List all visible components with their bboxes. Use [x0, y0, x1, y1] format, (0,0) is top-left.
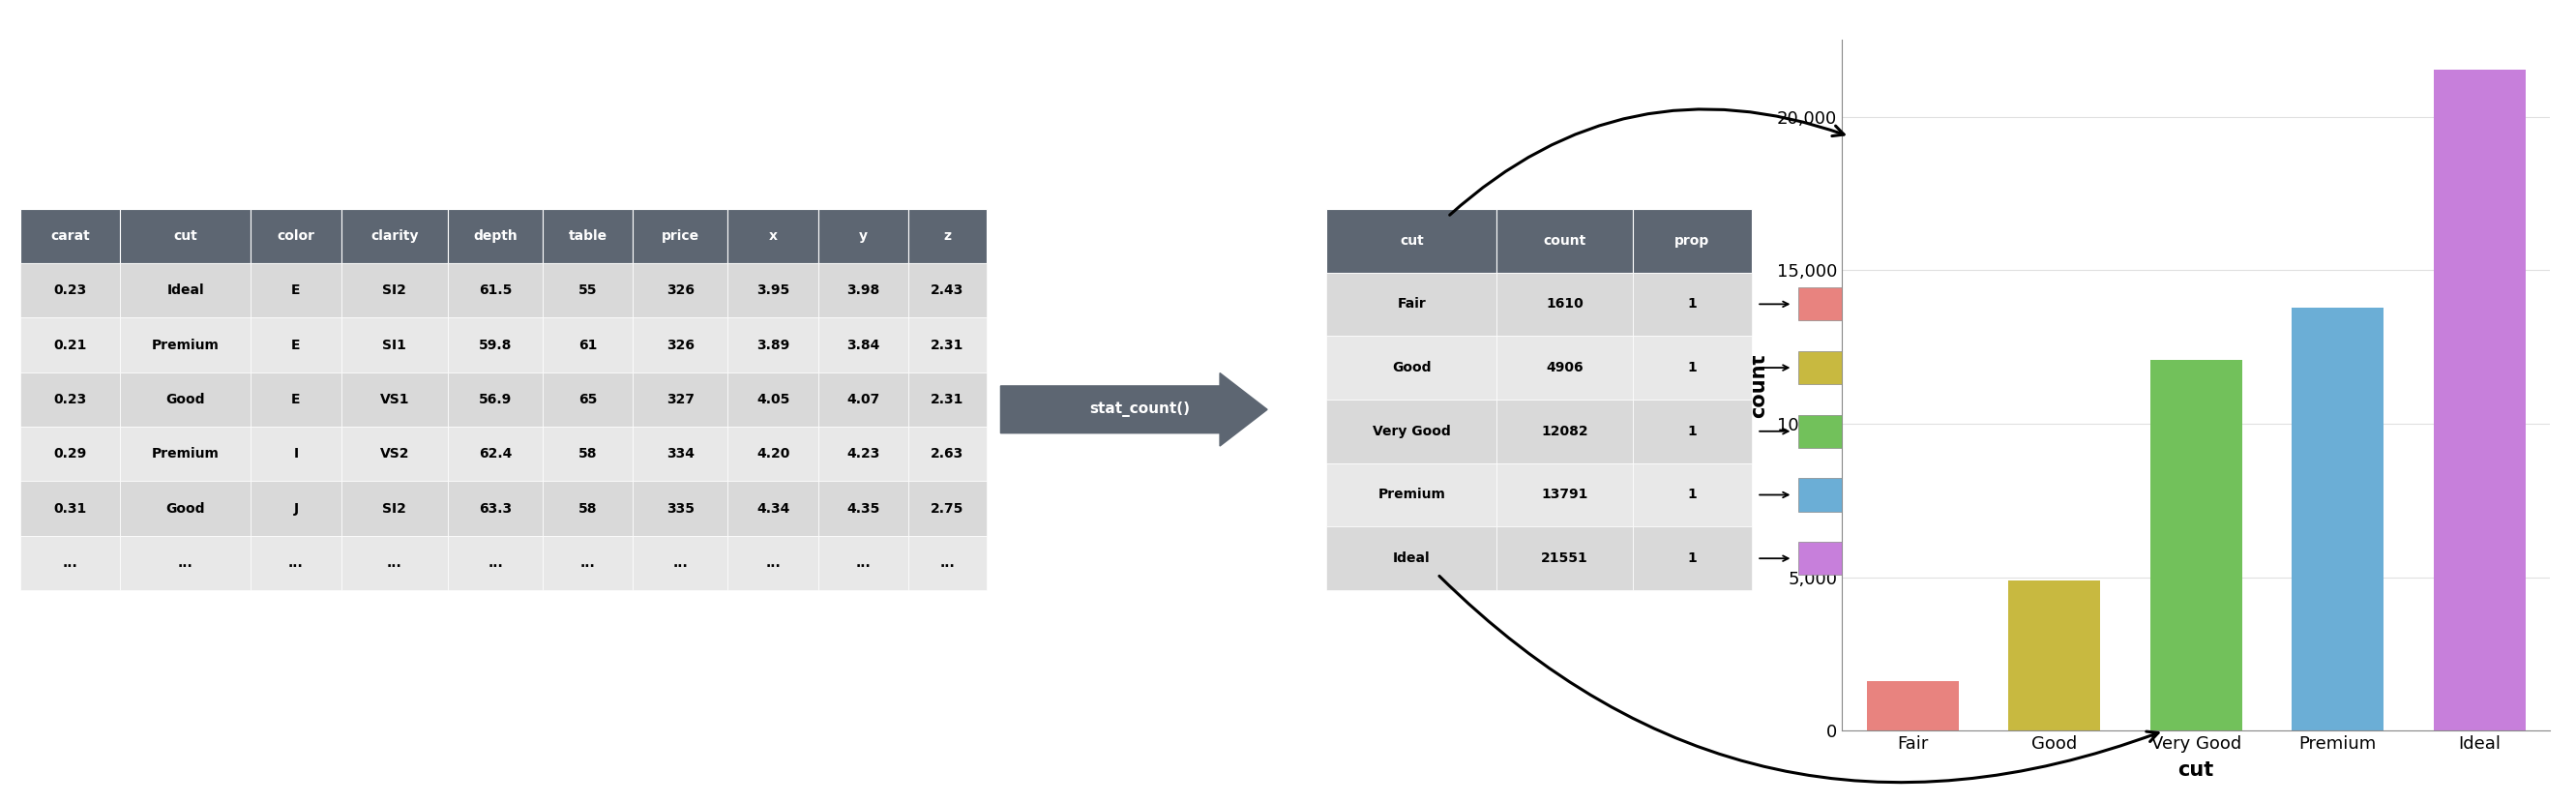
- Text: 1610: 1610: [1546, 297, 1584, 311]
- Text: 326: 326: [667, 338, 696, 352]
- Text: depth: depth: [474, 229, 518, 243]
- Text: 12082: 12082: [1540, 425, 1589, 438]
- Text: ...: ...: [178, 556, 193, 570]
- Text: 4.35: 4.35: [848, 502, 881, 516]
- Text: 3.84: 3.84: [848, 338, 881, 352]
- FancyArrow shape: [999, 373, 1267, 446]
- Text: 2.75: 2.75: [930, 502, 963, 516]
- Text: 0.21: 0.21: [54, 338, 88, 352]
- Text: 59.8: 59.8: [479, 338, 513, 352]
- Text: 1: 1: [1687, 488, 1698, 502]
- Text: VS2: VS2: [379, 447, 410, 461]
- Text: 327: 327: [667, 393, 696, 406]
- Text: 3.95: 3.95: [757, 283, 791, 297]
- Text: ...: ...: [580, 556, 595, 570]
- Text: x: x: [768, 229, 778, 243]
- Text: 65: 65: [580, 393, 598, 406]
- Text: Good: Good: [165, 502, 206, 516]
- Text: 0.29: 0.29: [54, 447, 88, 461]
- Text: z: z: [943, 229, 951, 243]
- Text: 58: 58: [580, 502, 598, 516]
- Text: Ideal: Ideal: [1394, 552, 1430, 565]
- Text: clarity: clarity: [371, 229, 417, 243]
- Text: 62.4: 62.4: [479, 447, 513, 461]
- Text: E: E: [291, 338, 301, 352]
- Text: 3.89: 3.89: [757, 338, 791, 352]
- Text: 3.98: 3.98: [848, 283, 881, 297]
- Text: 0.23: 0.23: [54, 393, 88, 406]
- Text: price: price: [662, 229, 698, 243]
- Text: 56.9: 56.9: [479, 393, 513, 406]
- Text: 2.31: 2.31: [930, 338, 963, 352]
- Text: Premium: Premium: [152, 447, 219, 461]
- Text: y: y: [858, 229, 868, 243]
- Text: ...: ...: [289, 556, 304, 570]
- Text: 1: 1: [1687, 425, 1698, 438]
- Text: 2.31: 2.31: [930, 393, 963, 406]
- Text: cut: cut: [1399, 234, 1425, 247]
- Text: 334: 334: [667, 447, 696, 461]
- Bar: [2293, 308, 2383, 731]
- Bar: [1868, 681, 1958, 731]
- Text: 0.23: 0.23: [54, 283, 88, 297]
- Text: 1: 1: [1687, 297, 1698, 311]
- Text: 63.3: 63.3: [479, 502, 513, 516]
- Text: table: table: [569, 229, 608, 243]
- Text: Premium: Premium: [152, 338, 219, 352]
- Text: 326: 326: [667, 283, 696, 297]
- Text: ...: ...: [62, 556, 77, 570]
- Text: 13791: 13791: [1540, 488, 1587, 502]
- Bar: [2009, 580, 2099, 731]
- Text: E: E: [291, 283, 301, 297]
- X-axis label: cut: cut: [2179, 761, 2213, 781]
- Y-axis label: count: count: [1749, 353, 1770, 418]
- Text: ...: ...: [855, 556, 871, 570]
- Text: SI2: SI2: [381, 502, 407, 516]
- Text: 2.43: 2.43: [930, 283, 963, 297]
- Text: Ideal: Ideal: [167, 283, 204, 297]
- Text: 4.34: 4.34: [757, 502, 791, 516]
- Text: 4.05: 4.05: [757, 393, 791, 406]
- Text: 4.07: 4.07: [848, 393, 881, 406]
- Text: VS1: VS1: [379, 393, 410, 406]
- Text: ...: ...: [765, 556, 781, 570]
- Text: 61: 61: [580, 338, 598, 352]
- Text: ...: ...: [672, 556, 688, 570]
- Text: 4906: 4906: [1546, 361, 1584, 374]
- Text: ...: ...: [940, 556, 956, 570]
- Text: count: count: [1543, 234, 1587, 247]
- Bar: [2434, 69, 2524, 731]
- Text: Good: Good: [1391, 361, 1432, 374]
- Text: Premium: Premium: [1378, 488, 1445, 502]
- Text: SI2: SI2: [381, 283, 407, 297]
- Text: color: color: [278, 229, 314, 243]
- Text: SI1: SI1: [381, 338, 407, 352]
- Bar: [2151, 360, 2241, 731]
- Text: 2.63: 2.63: [930, 447, 963, 461]
- Text: J: J: [294, 502, 299, 516]
- Text: 58: 58: [580, 447, 598, 461]
- Text: 1: 1: [1687, 361, 1698, 374]
- Text: 4.20: 4.20: [757, 447, 791, 461]
- Text: 1: 1: [1687, 552, 1698, 565]
- Text: Good: Good: [165, 393, 206, 406]
- Text: E: E: [291, 393, 301, 406]
- Text: carat: carat: [52, 229, 90, 243]
- Text: stat_count(): stat_count(): [1090, 402, 1190, 418]
- Text: 55: 55: [580, 283, 598, 297]
- Text: I: I: [294, 447, 299, 461]
- Text: Very Good: Very Good: [1373, 425, 1450, 438]
- Text: cut: cut: [173, 229, 198, 243]
- Text: 4.23: 4.23: [848, 447, 881, 461]
- Text: 335: 335: [667, 502, 696, 516]
- Text: prop: prop: [1674, 234, 1710, 247]
- Text: ...: ...: [487, 556, 502, 570]
- Text: 0.31: 0.31: [54, 502, 88, 516]
- Text: ...: ...: [386, 556, 402, 570]
- Text: 61.5: 61.5: [479, 283, 513, 297]
- Text: 21551: 21551: [1540, 552, 1589, 565]
- Text: Fair: Fair: [1396, 297, 1427, 311]
